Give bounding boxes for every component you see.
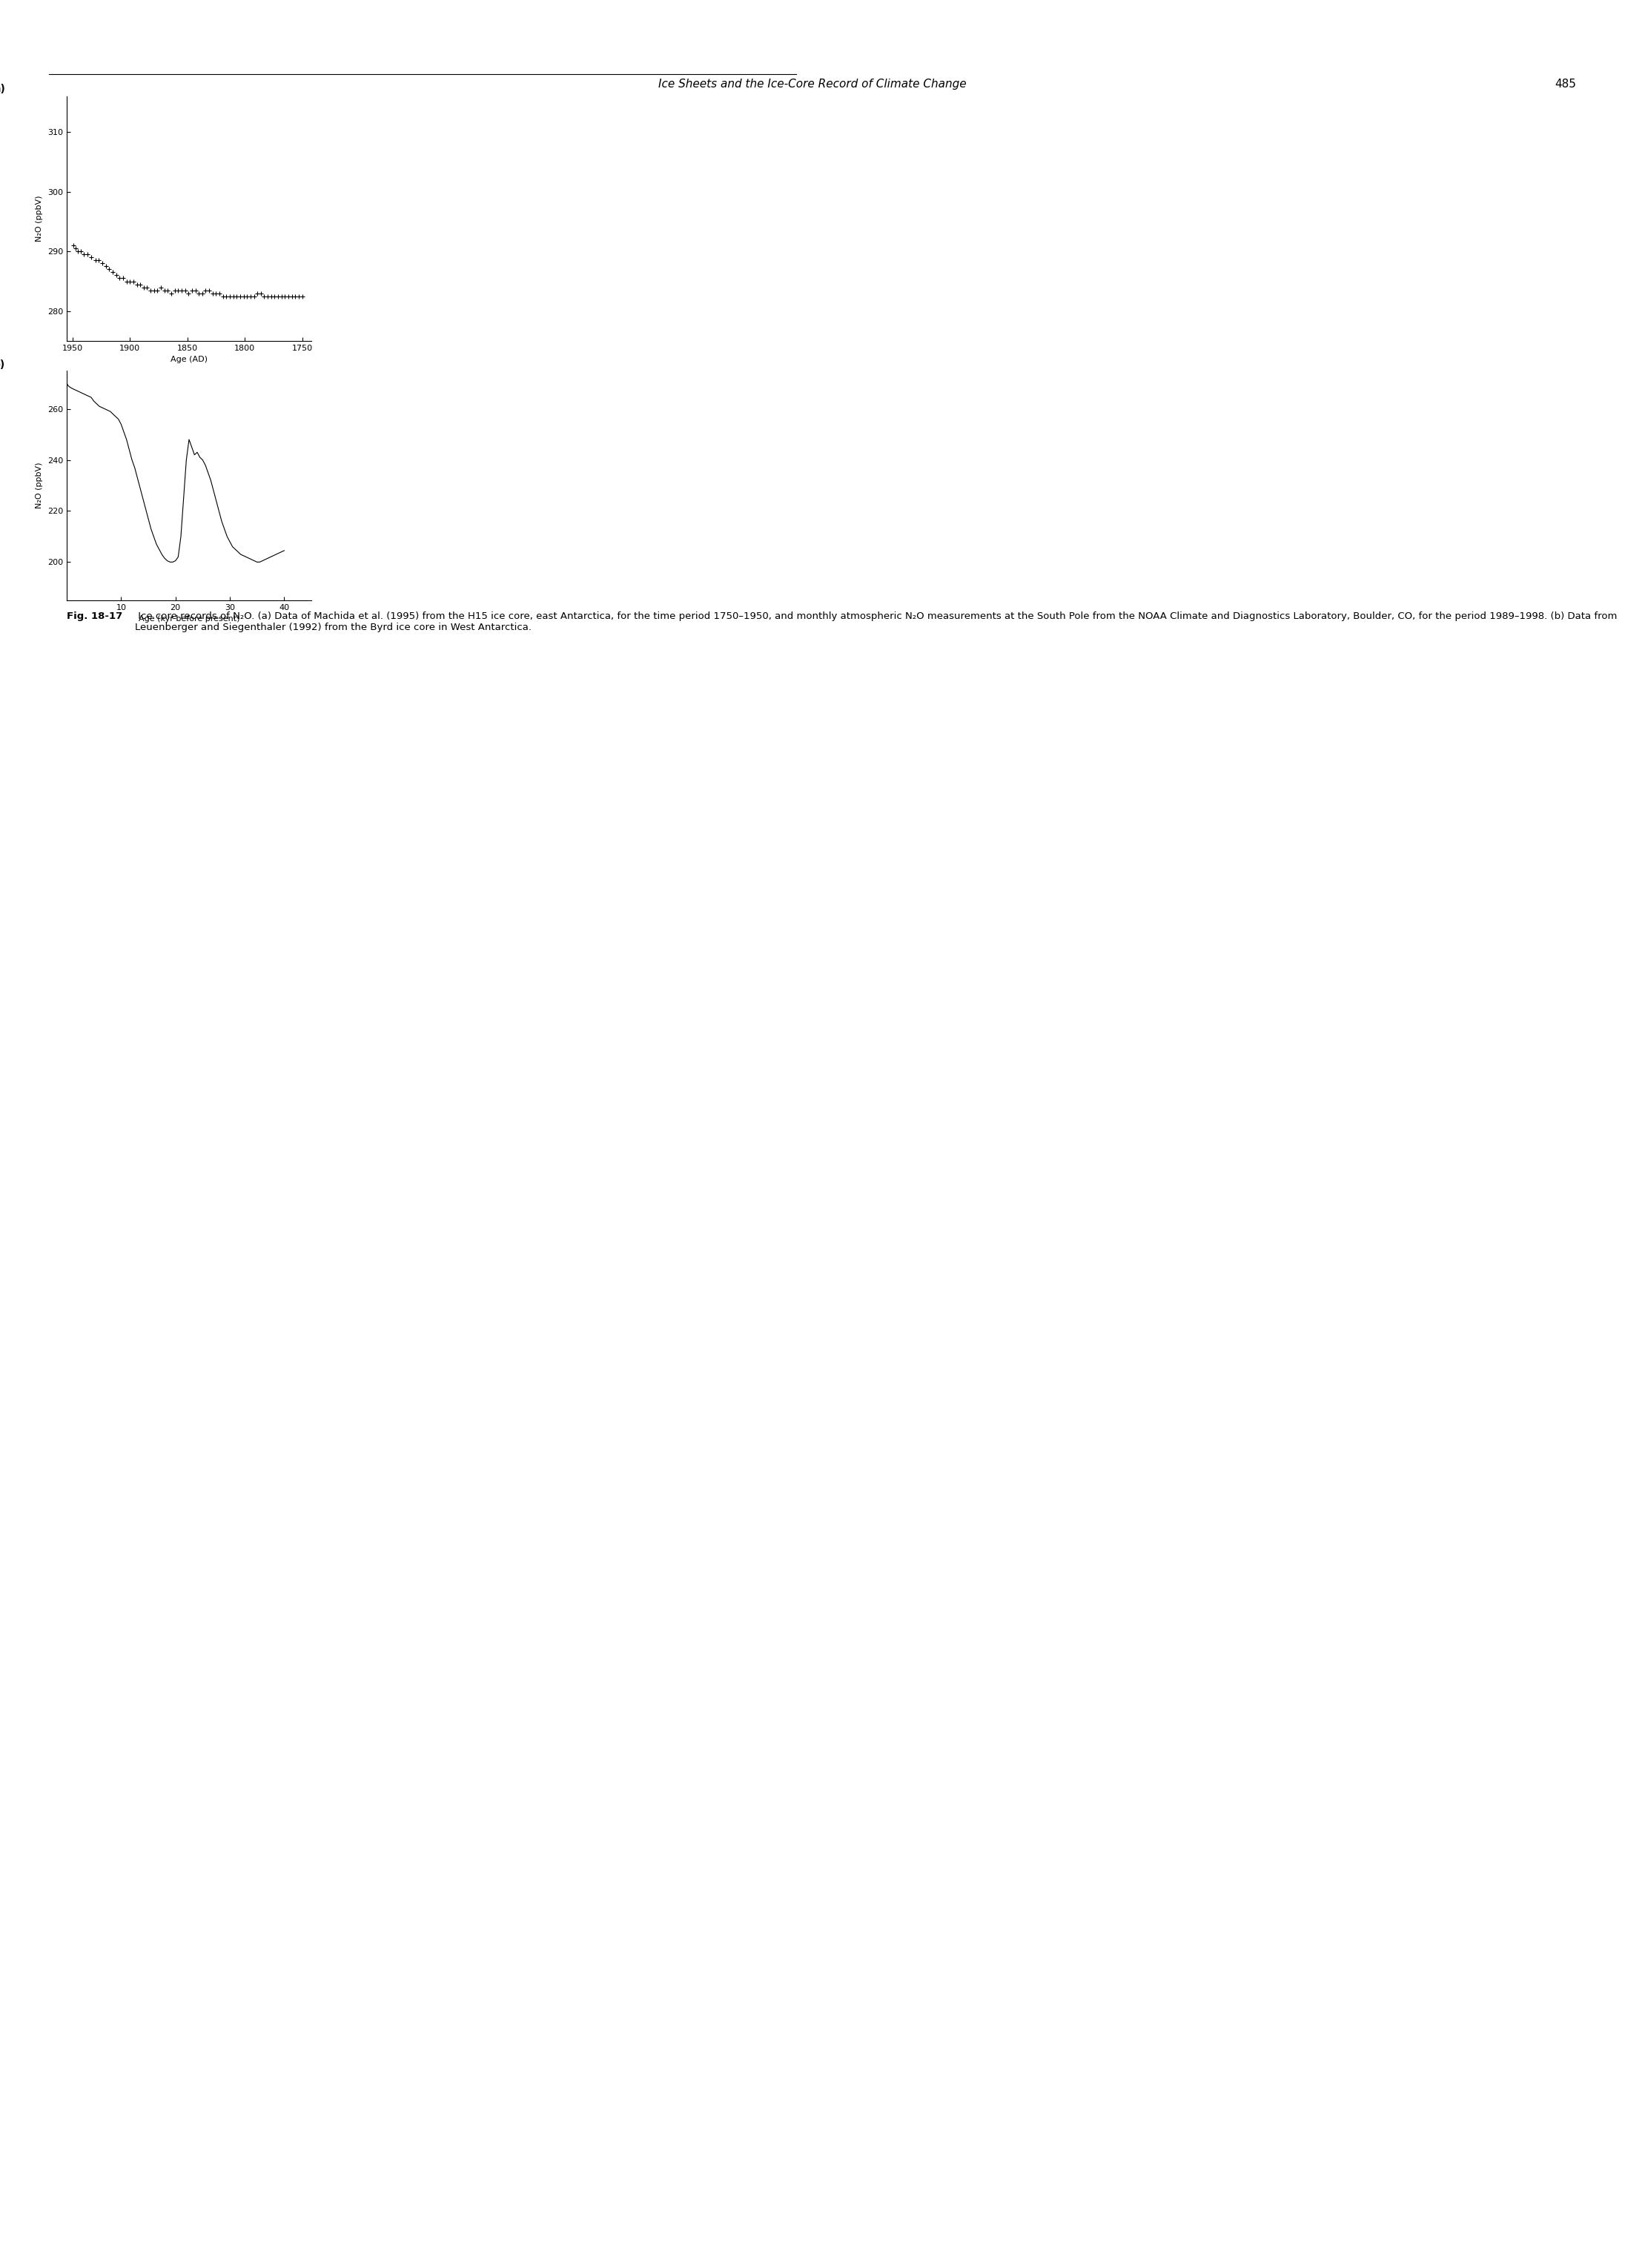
Text: 485: 485 — [1555, 79, 1576, 91]
Text: b): b) — [0, 358, 5, 370]
X-axis label: Age (AD): Age (AD) — [171, 356, 208, 363]
Y-axis label: N₂O (ppbV): N₂O (ppbV) — [36, 463, 44, 508]
Y-axis label: N₂O (ppbV): N₂O (ppbV) — [36, 195, 44, 243]
Text: Fig. 18-17: Fig. 18-17 — [67, 612, 122, 621]
Text: Ice Sheets and the Ice-Core Record of Climate Change: Ice Sheets and the Ice-Core Record of Cl… — [658, 79, 967, 91]
Text: a): a) — [0, 84, 5, 95]
X-axis label: Age (kyr before present): Age (kyr before present) — [138, 615, 239, 624]
Text: Ice core records of N₂O. (a) Data of Machida et al. (1995) from the H15 ice core: Ice core records of N₂O. (a) Data of Mac… — [135, 612, 1617, 633]
